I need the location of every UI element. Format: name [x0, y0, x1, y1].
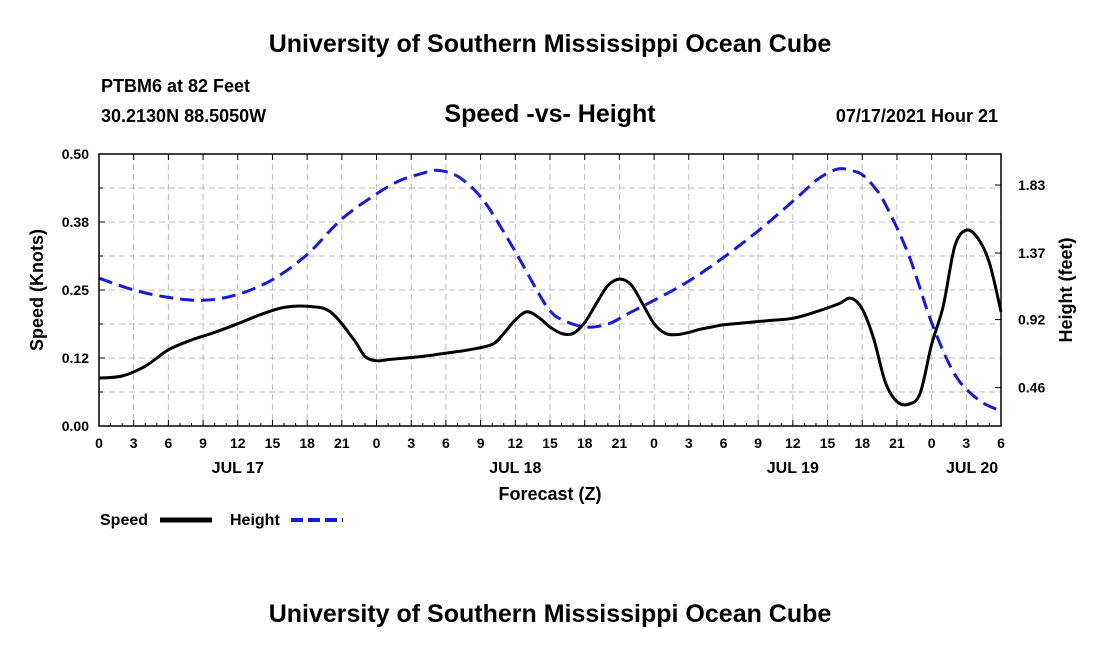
date-label: JUL 19: [767, 460, 819, 477]
x-tick-label: 0: [95, 435, 103, 451]
x-tick-label: 6: [442, 435, 450, 451]
y2-tick-label: 0.92: [1018, 312, 1045, 328]
legend-speed-label: Speed: [100, 512, 148, 529]
x-tick-label: 3: [962, 435, 970, 451]
x-tick-label: 0: [928, 435, 936, 451]
y-axis-title: Speed (Knots): [27, 229, 47, 351]
x-tick-label: 6: [164, 435, 172, 451]
y2-tick-label: 1.83: [1018, 177, 1045, 193]
date-label: JUL 20: [946, 460, 998, 477]
x-tick-label: 15: [820, 435, 836, 451]
station-label: PTBM6 at 82 Feet: [101, 76, 251, 96]
y2-tick-label: 1.37: [1018, 245, 1045, 261]
y2-axis-title: Height (feet): [1056, 238, 1076, 343]
y-tick-label: 0.38: [62, 214, 89, 230]
y-tick-label: 0.25: [62, 282, 89, 298]
series-lines: [98, 167, 1003, 413]
page-header-title: University of Southern Mississippi Ocean…: [268, 30, 832, 58]
x-tick-label: 6: [997, 435, 1005, 451]
x-tick-label: 9: [477, 435, 485, 451]
x-tick-label: 0: [373, 435, 381, 451]
date-label: JUL 17: [212, 460, 264, 477]
x-tick-label: 0: [650, 435, 658, 451]
y2-tick-label: 0.46: [1018, 380, 1045, 396]
x-tick-label: 9: [199, 435, 207, 451]
x-tick-label: 21: [889, 435, 905, 451]
legend-height-label: Height: [230, 512, 280, 529]
x-tick-label: 3: [130, 435, 138, 451]
x-tick-label: 21: [334, 435, 350, 451]
x-tick-label: 15: [542, 435, 558, 451]
x-tick-label: 18: [299, 435, 315, 451]
axes: 0 3 6 9 12 15 18 21 0 3 6 9 12 15 18 21 0 3 6 9 12 15 18 21 0 3 6 J…: [62, 146, 1046, 477]
y-tick-label: 0.00: [62, 418, 89, 434]
chart-title: Speed -vs- Height: [444, 100, 656, 128]
height-series-line: [98, 167, 1002, 413]
x-tick-label: 3: [685, 435, 693, 451]
x-tick-label: 6: [720, 435, 728, 451]
page-footer-title: University of Southern Mississippi Ocean…: [268, 600, 832, 628]
speed-series-line: [98, 228, 1003, 407]
y-tick-label: 0.50: [62, 146, 89, 162]
legend: Speed Height: [100, 512, 343, 529]
x-tick-label: 21: [612, 435, 628, 451]
station-coordinates: 30.2130N 88.5050W: [101, 106, 267, 126]
x-tick-label: 18: [577, 435, 593, 451]
x-tick-label: 3: [407, 435, 415, 451]
x-axis-title: Forecast (Z): [498, 484, 601, 504]
grid-lines: [99, 154, 1001, 426]
date-label: JUL 18: [489, 460, 541, 477]
x-tick-label: 12: [508, 435, 524, 451]
x-tick-label: 18: [854, 435, 870, 451]
x-tick-label: 12: [230, 435, 246, 451]
x-tick-label: 15: [265, 435, 281, 451]
x-tick-label: 9: [754, 435, 762, 451]
x-tick-label: 12: [785, 435, 801, 451]
y-tick-label: 0.12: [62, 350, 89, 366]
forecast-run-time: 07/17/2021 Hour 21: [835, 106, 998, 126]
